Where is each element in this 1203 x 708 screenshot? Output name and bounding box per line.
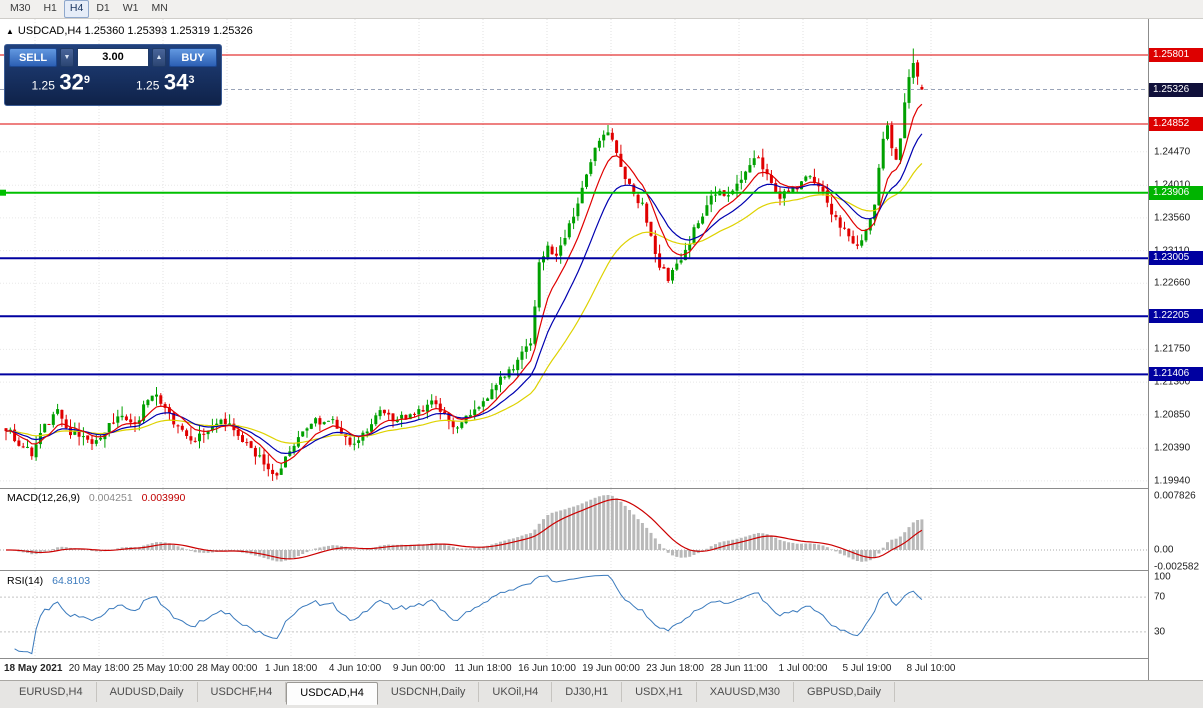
time-tick-label: 16 Jun 10:00 (518, 663, 576, 674)
timeframe-button-m30[interactable]: M30 (10, 2, 31, 14)
time-tick-label: 9 Jun 00:00 (392, 663, 446, 674)
macd-axis-label: 0.00 (1154, 544, 1174, 556)
macd-axis-label: 0.007826 (1154, 490, 1196, 502)
time-tick-label: 18 May 2021 (4, 663, 63, 674)
uptick-arrow-icon: ▲ (6, 26, 14, 36)
rsi-panel-divider[interactable] (0, 570, 1203, 571)
price-tick-label: 1.21300 (1154, 376, 1191, 388)
price-tick-label: 1.24010 (1154, 180, 1190, 191)
timeframe-button-d1[interactable]: D1 (96, 2, 110, 14)
time-tick-label: 11 Jun 18:00 (454, 663, 512, 674)
rsi-axis-label: 100 (1154, 571, 1171, 583)
chart-ohlc-title: ▲ USDCAD,H4 1.25360 1.25393 1.25319 1.25… (6, 25, 253, 37)
price-level-badge: 1.25326 (1149, 82, 1203, 97)
one-click-prices-row: 1.25 329 1.25 343 (9, 68, 217, 97)
price-level-badge: 1.23906 (1149, 185, 1203, 200)
ask-pip-digits: 34 (163, 69, 189, 95)
ask-price: 1.25 343 (114, 68, 218, 97)
time-axis[interactable]: 18 May 2021 20 May 18:00 25 May 10:00 28 Ma… (0, 659, 1148, 680)
rsi-name: RSI(14) (7, 575, 44, 587)
one-click-controls-row: SELL ▼ 3.00 ▲ BUY (9, 48, 217, 67)
chevron-up-icon: ▲ (155, 54, 163, 61)
price-tick-label: 1.21750 (1154, 343, 1191, 355)
macd-label: MACD(12,26,9) 0.004251 0.003990 (7, 492, 185, 504)
rsi-axis-label: 70 (1154, 591, 1166, 603)
timeframe-button-w1[interactable]: W1 (122, 2, 139, 14)
macd-value: 0.004251 (88, 492, 133, 504)
bid-main-digits: 1.25 (31, 78, 55, 93)
ask-point-digit: 3 (188, 74, 195, 86)
bid-pip-digits: 32 (59, 69, 84, 95)
time-tick-label: 25 May 10:00 (132, 663, 194, 674)
chart-tab-usdcad[interactable]: USDCAD,H4 (286, 682, 378, 705)
price-level-badge: 1.22205 (1149, 309, 1203, 324)
price-level-badge: 1.21406 (1149, 367, 1203, 382)
time-tick-label: 1 Jun 18:00 (264, 663, 318, 674)
price-level-badge: 1.23005 (1149, 251, 1203, 266)
macd-signal-value: 0.003990 (141, 492, 186, 504)
ask-main-digits: 1.25 (136, 78, 160, 93)
chart-tab-usdchf[interactable]: USDCHF,H4 (198, 682, 287, 702)
time-tick-label: 28 May 00:00 (196, 663, 258, 674)
ohlc-text: USDCAD,H4 1.25360 1.25393 1.25319 1.2532… (17, 25, 253, 37)
chart-tab-dj30[interactable]: DJ30,H1 (552, 682, 623, 702)
time-axis-divider (0, 658, 1203, 659)
rsi-label: RSI(14) 64.8103 (7, 575, 90, 587)
volume-input[interactable]: 3.00 (77, 48, 149, 67)
chart-tab-usdcnh[interactable]: USDCNH,Daily (378, 682, 480, 702)
chart-tab-xauusd[interactable]: XAUUSD,M30 (697, 682, 795, 702)
price-level-badge: 1.24852 (1149, 117, 1203, 131)
chart-tab-gbpusd[interactable]: GBPUSD,Daily (794, 682, 896, 702)
rsi-axis-label: 30 (1154, 626, 1166, 638)
price-tick-label: 1.23110 (1154, 245, 1189, 256)
rsi-value: 64.8103 (52, 575, 91, 587)
time-tick-label: 5 Jul 19:00 (842, 663, 892, 674)
buy-button[interactable]: BUY (169, 48, 217, 67)
price-tick-label: 1.23560 (1154, 212, 1191, 224)
macd-name: MACD(12,26,9) (7, 492, 80, 504)
one-click-trading-panel: SELL ▼ 3.00 ▲ BUY 1.25 329 1.25 343 (4, 44, 222, 106)
time-tick-label: 28 Jun 11:00 (710, 663, 768, 674)
sell-button[interactable]: SELL (9, 48, 57, 67)
time-tick-label: 1 Jul 00:00 (778, 663, 828, 674)
chevron-down-icon: ▼ (63, 54, 71, 61)
chart-tab-eurusd[interactable]: EURUSD,H4 (6, 682, 97, 702)
price-tick-label: 1.22660 (1154, 277, 1191, 289)
time-tick-label: 8 Jul 10:00 (906, 663, 956, 674)
volume-decrease-button[interactable]: ▼ (60, 48, 74, 67)
price-tick-label: 1.20390 (1154, 442, 1191, 454)
time-tick-label: 23 Jun 18:00 (646, 663, 704, 674)
chart-tab-ukoil[interactable]: UKOil,H4 (479, 682, 553, 702)
timeframe-button-mn[interactable]: MN (151, 2, 168, 14)
timeframe-button-h4[interactable]: H4 (63, 0, 90, 18)
bid-point-digit: 9 (83, 74, 90, 86)
macd-axis-label: -0.002582 (1154, 561, 1200, 573)
rsi-indicator-panel[interactable] (0, 571, 1148, 658)
time-tick-label: 4 Jun 10:00 (328, 663, 382, 674)
timeframe-button-h1[interactable]: H1 (43, 2, 57, 14)
price-axis[interactable]: 1.24470 1.24010 1.23560 1.23110 1.22660 1.217… (1149, 19, 1203, 680)
price-tick-label: 1.24470 (1154, 146, 1191, 158)
time-tick-label: 19 Jun 00:00 (582, 663, 640, 674)
time-tick-label: 20 May 18:00 (68, 663, 130, 674)
price-axis-separator (1148, 19, 1149, 680)
bid-price: 1.25 329 (9, 68, 113, 97)
price-level-badge: 1.25801 (1149, 48, 1203, 62)
timeframe-toolbar: M30 H1 H4 D1 W1 MN (0, 0, 1203, 19)
macd-panel-divider[interactable] (0, 488, 1203, 489)
chart-tab-bar: EURUSD,H4 AUDUSD,Daily USDCHF,H4 USDCAD,H4 U… (0, 680, 1203, 708)
price-tick-label: 1.20850 (1154, 409, 1191, 421)
chart-tab-usdx[interactable]: USDX,H1 (622, 682, 697, 702)
volume-increase-button[interactable]: ▲ (152, 48, 166, 67)
chart-tab-audusd[interactable]: AUDUSD,Daily (97, 682, 198, 702)
macd-indicator-panel[interactable] (0, 489, 1148, 570)
price-tick-label: 1.19940 (1154, 475, 1191, 487)
